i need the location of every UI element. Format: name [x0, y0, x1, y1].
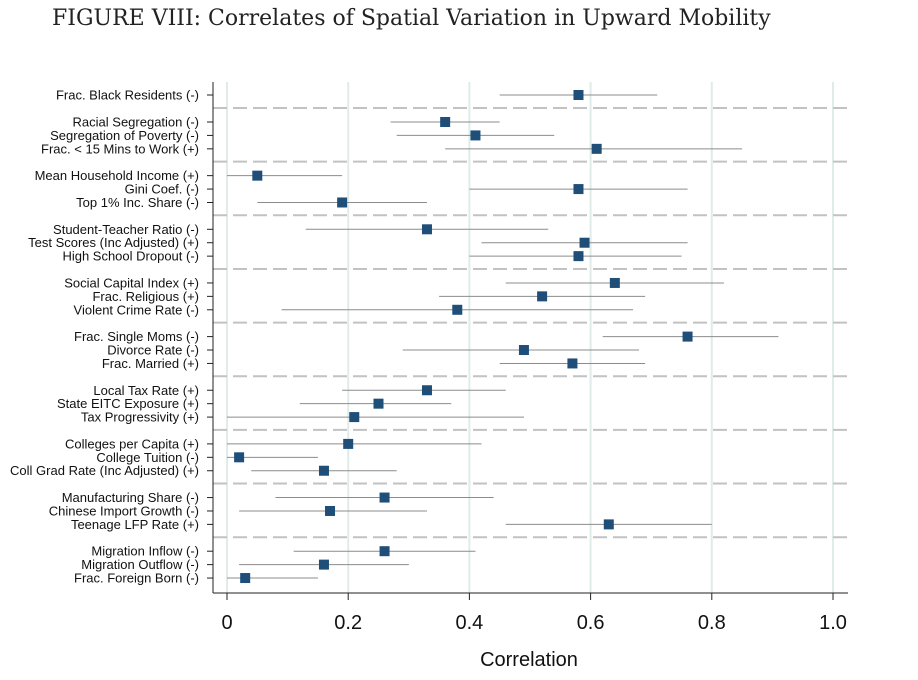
- x-tick-label: 0.8: [698, 612, 726, 634]
- point-marker: [609, 277, 620, 288]
- row-label: Frac. Married (+): [102, 356, 199, 371]
- x-tick-label: 0.2: [334, 612, 362, 634]
- row-label: Test Scores (Inc Adjusted) (+): [28, 235, 199, 250]
- row-label: Mean Household Income (+): [35, 168, 199, 183]
- row-label: Teenage LFP Rate (+): [71, 517, 199, 532]
- row-label: High School Dropout (-): [62, 249, 199, 264]
- x-tick-label: 0.4: [455, 612, 483, 634]
- row-label: Frac. Religious (+): [92, 289, 199, 304]
- row-label: Manufacturing Share (-): [62, 490, 199, 505]
- row-label: College Tuition (-): [96, 450, 199, 465]
- point-marker: [573, 184, 584, 195]
- point-marker: [234, 452, 245, 463]
- row-labels: Frac. Black Residents (-) Racial Segregat…: [10, 88, 199, 586]
- group-separators: [213, 107, 848, 539]
- row-label: Violent Crime Rate (-): [74, 302, 199, 317]
- row-label: Tax Progressivity (+): [81, 410, 199, 425]
- row-label: Migration Inflow (-): [91, 544, 199, 559]
- point-marker: [337, 197, 348, 208]
- point-marker: [379, 546, 390, 557]
- x-tick-label: 0: [221, 612, 232, 634]
- point-marker: [318, 465, 329, 476]
- row-label: Coll Grad Rate (Inc Adjusted) (+): [10, 463, 199, 478]
- axes: 0 0.2 0.4 0.6 0.8 1.0: [207, 82, 848, 634]
- point-marker: [421, 224, 432, 235]
- x-axis-title: Correlation: [480, 649, 578, 671]
- point-marker: [682, 331, 693, 342]
- row-label: Student-Teacher Ratio (-): [53, 222, 199, 237]
- row-label: Social Capital Index (+): [64, 275, 199, 290]
- row-label: Colleges per Capita (+): [65, 436, 199, 451]
- row-label: Chinese Import Growth (-): [49, 503, 199, 518]
- point-marker: [440, 117, 451, 127]
- point-marker: [518, 345, 529, 356]
- row-label: Frac. < 15 Mins to Work (+): [41, 141, 199, 156]
- row-label: State EITC Exposure (+): [57, 396, 199, 411]
- row-label: Segregation of Poverty (-): [50, 128, 199, 143]
- row-label: Top 1% Inc. Share (-): [76, 195, 199, 210]
- point-marker: [252, 170, 263, 181]
- point-marker: [573, 251, 584, 262]
- gridlines: [226, 82, 834, 593]
- point-marker: [573, 90, 584, 100]
- row-label: Racial Segregation (-): [73, 115, 199, 130]
- row-label: Frac. Foreign Born (-): [74, 571, 199, 586]
- point-marker: [240, 573, 251, 584]
- x-tick-label: 1.0: [819, 612, 847, 634]
- point-marker: [603, 519, 614, 530]
- point-marker: [567, 358, 578, 369]
- point-marker: [470, 130, 481, 141]
- point-marker: [421, 385, 432, 396]
- point-marker: [537, 291, 548, 302]
- row-label: Frac. Single Moms (-): [74, 329, 199, 344]
- point-marker: [591, 143, 602, 154]
- point-marker: [343, 438, 354, 449]
- point-marker: [379, 492, 390, 503]
- point-marker: [452, 304, 463, 315]
- chart-title: FIGURE VIII: Correlates of Spatial Varia…: [52, 6, 771, 31]
- x-tick-label: 0.6: [577, 612, 605, 634]
- row-label: Local Tax Rate (+): [93, 383, 199, 398]
- row-label: Divorce Rate (-): [107, 343, 199, 358]
- row-label: Migration Outflow (-): [81, 557, 199, 572]
- point-marker: [349, 412, 360, 423]
- confidence-intervals: [227, 94, 779, 579]
- point-marker: [373, 398, 384, 409]
- point-marker: [325, 505, 336, 516]
- point-estimates: [234, 90, 693, 584]
- point-marker: [579, 237, 590, 248]
- row-label: Frac. Black Residents (-): [56, 88, 199, 103]
- point-marker: [318, 559, 329, 570]
- row-label: Gini Coef. (-): [125, 182, 199, 197]
